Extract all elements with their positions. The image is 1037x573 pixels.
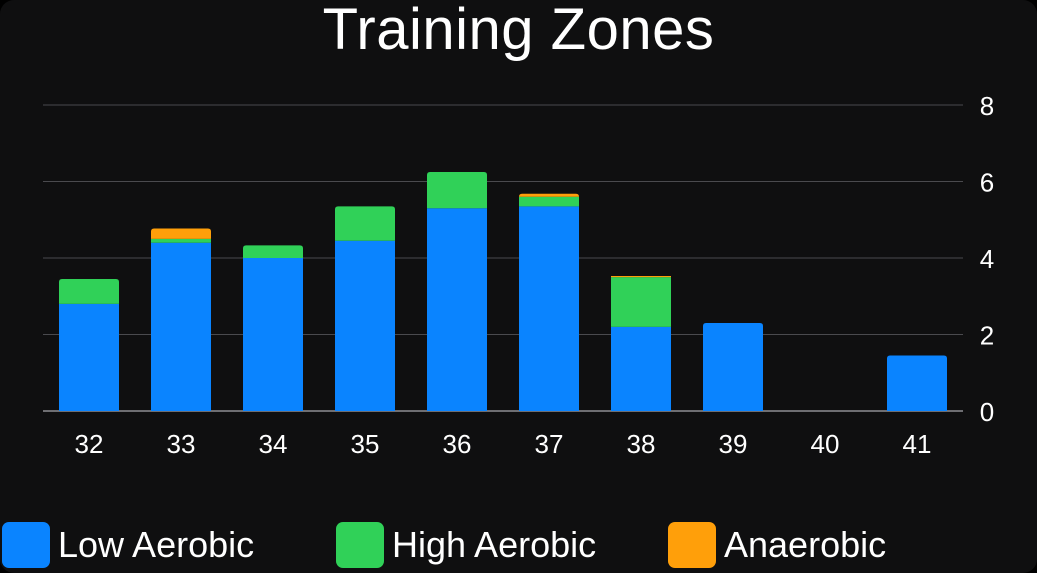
bar-38-low-aerobic bbox=[611, 326, 671, 411]
y-tick-label: 4 bbox=[980, 244, 994, 274]
legend-item-high-aerobic: High Aerobic bbox=[336, 520, 596, 570]
x-tick-label: 38 bbox=[627, 429, 656, 459]
bar-34-low-aerobic bbox=[243, 258, 303, 411]
bar-37-high-aerobic bbox=[519, 196, 579, 207]
bar-39-low-aerobic bbox=[703, 323, 763, 411]
y-tick-label: 2 bbox=[980, 321, 994, 351]
x-tick-label: 34 bbox=[259, 429, 288, 459]
y-tick-label: 0 bbox=[980, 397, 994, 427]
bar-35-low-aerobic bbox=[335, 240, 395, 411]
bar-35-high-aerobic bbox=[335, 206, 395, 241]
legend-swatch-low-aerobic bbox=[2, 522, 50, 568]
legend-item-low-aerobic: Low Aerobic bbox=[2, 520, 254, 570]
legend-label-low-aerobic: Low Aerobic bbox=[58, 524, 255, 565]
x-tick-label: 32 bbox=[75, 429, 104, 459]
y-tick-label: 8 bbox=[980, 91, 994, 121]
bar-38-anaerobic bbox=[611, 275, 671, 278]
bar-36-low-aerobic bbox=[427, 208, 487, 411]
bar-38-high-aerobic bbox=[611, 277, 671, 327]
bar-32-low-aerobic bbox=[59, 303, 119, 411]
chart-title: Training Zones bbox=[322, 0, 715, 62]
bar-33-low-aerobic bbox=[151, 242, 211, 411]
x-tick-label: 35 bbox=[351, 429, 380, 459]
training-zones-chart: 0 2 4 6 8 32 33 34 35 36 37 38 39 40 41 bbox=[43, 91, 994, 459]
legend-swatch-anaerobic bbox=[668, 522, 716, 568]
bar-33-anaerobic bbox=[151, 228, 211, 239]
bar-33-high-aerobic bbox=[151, 238, 211, 243]
x-tick-label: 39 bbox=[719, 429, 748, 459]
legend-item-anaerobic: Anaerobic bbox=[668, 520, 886, 570]
bar-32-high-aerobic bbox=[59, 279, 119, 304]
y-tick-label: 6 bbox=[980, 168, 994, 198]
bar-41-low-aerobic bbox=[887, 355, 947, 411]
bar-36-high-aerobic bbox=[427, 171, 487, 209]
legend-label-anaerobic: Anaerobic bbox=[724, 524, 887, 565]
bar-37-anaerobic bbox=[519, 193, 579, 197]
bar-37-low-aerobic bbox=[519, 206, 579, 411]
x-tick-label: 33 bbox=[167, 429, 196, 459]
legend-swatch-high-aerobic bbox=[336, 522, 384, 568]
bar-34-high-aerobic bbox=[243, 245, 303, 258]
x-tick-label: 41 bbox=[903, 429, 932, 459]
x-tick-label: 36 bbox=[443, 429, 472, 459]
legend-label-high-aerobic: High Aerobic bbox=[392, 524, 597, 565]
x-tick-label: 37 bbox=[535, 429, 564, 459]
x-tick-label: 40 bbox=[811, 429, 840, 459]
